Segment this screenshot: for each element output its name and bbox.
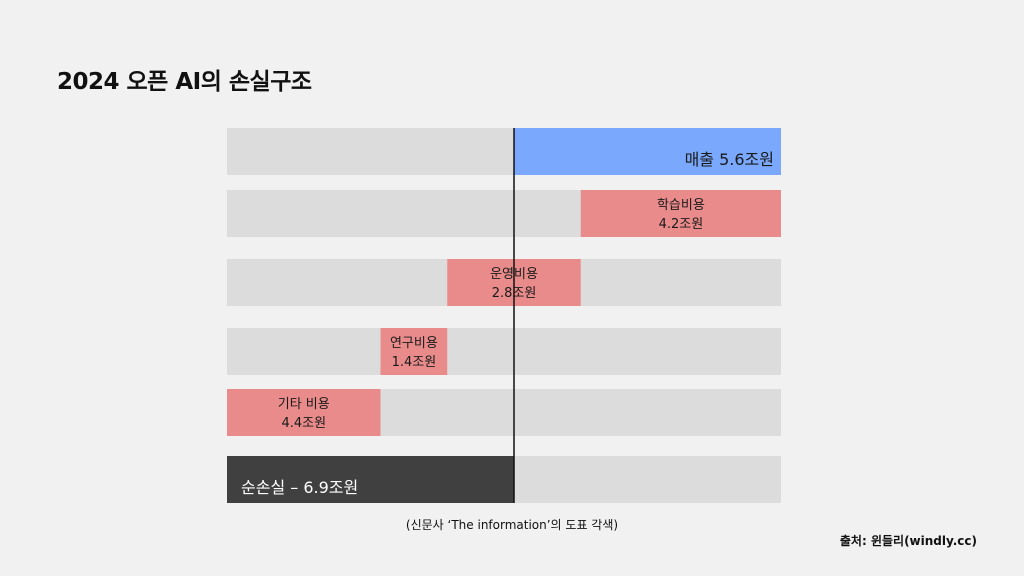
bar-3-label-line-1: 1.4조원: [392, 355, 437, 370]
source-credit: 출처: 윈들리(windly.cc): [839, 534, 977, 548]
bar-0-bar: [514, 128, 781, 175]
bar-1-label-line-1: 4.2조원: [659, 217, 704, 232]
bar-4-label-line-1: 4.4조원: [281, 416, 326, 431]
chart-note: (신문사 ‘The information’의 도표 각색): [405, 518, 619, 532]
chart-title: 2024 오픈 AI의 손실구조: [57, 69, 312, 95]
bar-3-bar: [380, 328, 448, 375]
bar-3-track: [227, 328, 781, 375]
bar-4-bar: [227, 389, 381, 436]
bar-5-bar: [227, 456, 514, 503]
bar-0-label: 매출 5.6조원: [685, 150, 774, 169]
bar-4-label-line-0: 기타 비용: [278, 397, 330, 412]
bar-1-label-line-0: 학습비용: [657, 198, 705, 213]
bar-3-label-line-0: 연구비용: [390, 336, 438, 351]
bar-1-bar: [580, 190, 781, 237]
bar-5-label: 순손실 – 6.9조원: [241, 478, 358, 497]
